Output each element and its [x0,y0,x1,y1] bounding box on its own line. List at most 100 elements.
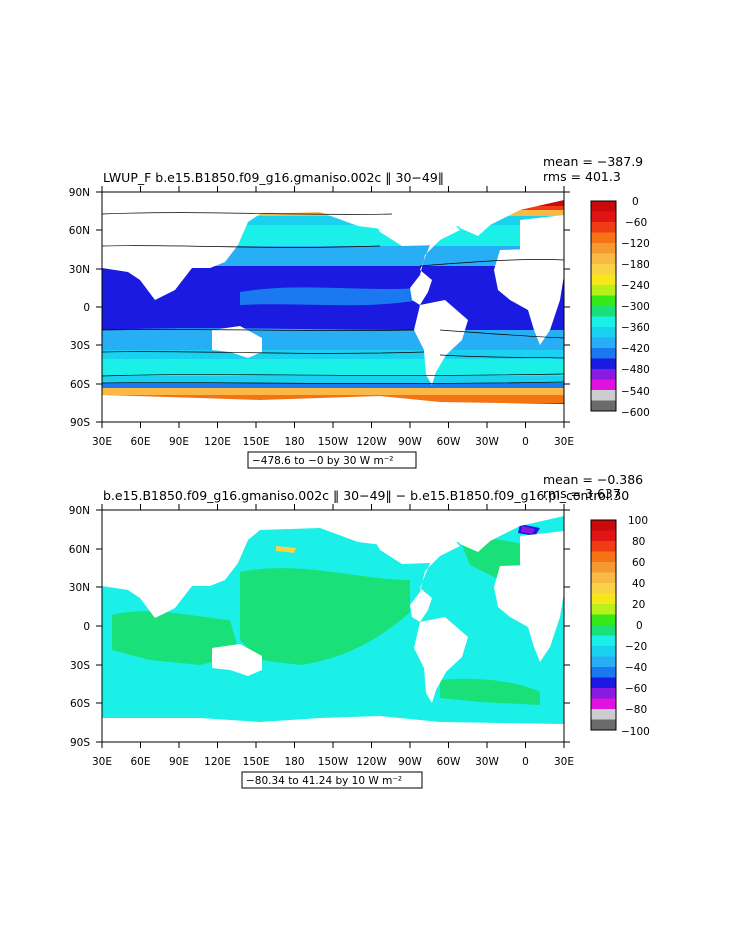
rms-stat: rms = 3.637 [543,486,621,501]
colorbar-swatch [591,348,616,359]
colorbar-frame [590,519,617,731]
colorbar-swatch [591,243,616,254]
colorbar-label: 20 [632,599,645,611]
lat-label: 30S [70,340,90,352]
lat-label: 30N [69,264,90,276]
colorbar-swatch [591,646,616,657]
lon-label: 60E [131,756,151,768]
lon-label: 60W [437,756,461,768]
colorbar-swatch [591,306,616,317]
lon-label: 120E [204,756,231,768]
colorbar-swatch [591,719,616,730]
lat-label: 90N [69,187,90,199]
lon-label: 90W [398,436,422,448]
colorbar-label: −420 [621,343,650,355]
map-field [102,192,564,422]
colorbar-swatch [591,520,616,531]
colorbar-label: −40 [625,662,647,674]
colorbar-label: −480 [621,364,650,376]
colorbar-swatch [591,667,616,678]
colorbar-swatch [591,337,616,348]
colorbar-swatch [591,614,616,625]
lon-label: 60W [437,436,461,448]
rms-stat: rms = 401.3 [543,169,621,184]
colorbar-swatch [591,369,616,380]
x-ticks [101,186,565,428]
contour-info-box [241,771,423,789]
colorbar-swatch [591,274,616,285]
lat-label: 60S [70,379,90,391]
colorbar-label: 60 [632,557,645,569]
lon-label: 150W [318,436,349,448]
colorbar-swatch [591,400,616,411]
lon-label: 0 [522,436,529,448]
colorbar-label: 0 [636,620,643,632]
colorbar-swatch [591,656,616,667]
lon-label: 150W [318,756,349,768]
lat-label: 30N [69,582,90,594]
colorbar-swatch [591,232,616,243]
lat-label: 60N [69,544,90,556]
colorbar-swatch [591,530,616,541]
lon-label: 30W [475,436,499,448]
colorbar-label: −60 [625,217,647,229]
colorbar-swatch [591,358,616,369]
colorbar-label: 100 [628,515,648,527]
contour-info: −478.6 to −0 by 30 W m⁻² [252,455,394,467]
colorbar [590,519,617,731]
mean-stat: mean = −0.386 [543,472,643,487]
lat-label: 60N [69,225,90,237]
contour-info-box [247,451,417,469]
colorbar-swatch [591,625,616,636]
colorbar-label: −80 [625,704,647,716]
y-ticks [96,191,570,423]
lat-label: 90S [70,737,90,749]
colorbar-label: −20 [625,641,647,653]
lon-label: 30E [554,436,574,448]
colorbar-swatch [591,698,616,709]
colorbar-swatch [591,264,616,275]
colorbar-swatch [591,295,616,306]
lon-label: 30W [475,756,499,768]
lon-label: 30E [554,756,574,768]
colorbar-swatch [591,379,616,390]
colorbar-label: −540 [621,386,650,398]
lon-label: 90E [169,436,189,448]
colorbar-swatch [591,635,616,646]
colorbar-label: −60 [625,683,647,695]
lon-label: 150E [243,436,270,448]
contour-info: −80.34 to 41.24 by 10 W m⁻² [246,775,402,787]
colorbar-swatch [591,688,616,699]
colorbar [590,200,617,412]
colorbar-label: −360 [621,322,650,334]
colorbar-label: −600 [621,407,650,419]
colorbar-swatch [591,201,616,212]
lon-label: 180 [284,436,304,448]
lat-label: 0 [83,302,90,314]
colorbar-swatch [591,390,616,401]
colorbar-label: −300 [621,301,650,313]
lon-label: 60E [131,436,151,448]
colorbar-swatch [591,541,616,552]
lon-label: 0 [522,756,529,768]
colorbar-swatch [591,583,616,594]
lat-label: 30S [70,660,90,672]
lat-label: 90N [69,505,90,517]
colorbar-swatch [591,604,616,615]
colorbar-label: −120 [621,238,650,250]
map-field [102,510,564,742]
lon-label: 90W [398,756,422,768]
colorbar-label: 40 [632,578,645,590]
colorbar-swatch [591,222,616,233]
colorbar-swatch [591,709,616,720]
panel-bottom: b.e15.B1850.f09_g16.gmaniso.002c ‖ 30−49… [69,472,650,789]
colorbar-label: 0 [632,196,639,208]
colorbar-swatch [591,593,616,604]
lat-label: 90S [70,417,90,429]
colorbar-label: 80 [632,536,645,548]
colorbar-swatch [591,253,616,264]
colorbar-label: −100 [621,726,650,738]
colorbar-label: −240 [621,280,650,292]
lat-label: 0 [83,621,90,633]
